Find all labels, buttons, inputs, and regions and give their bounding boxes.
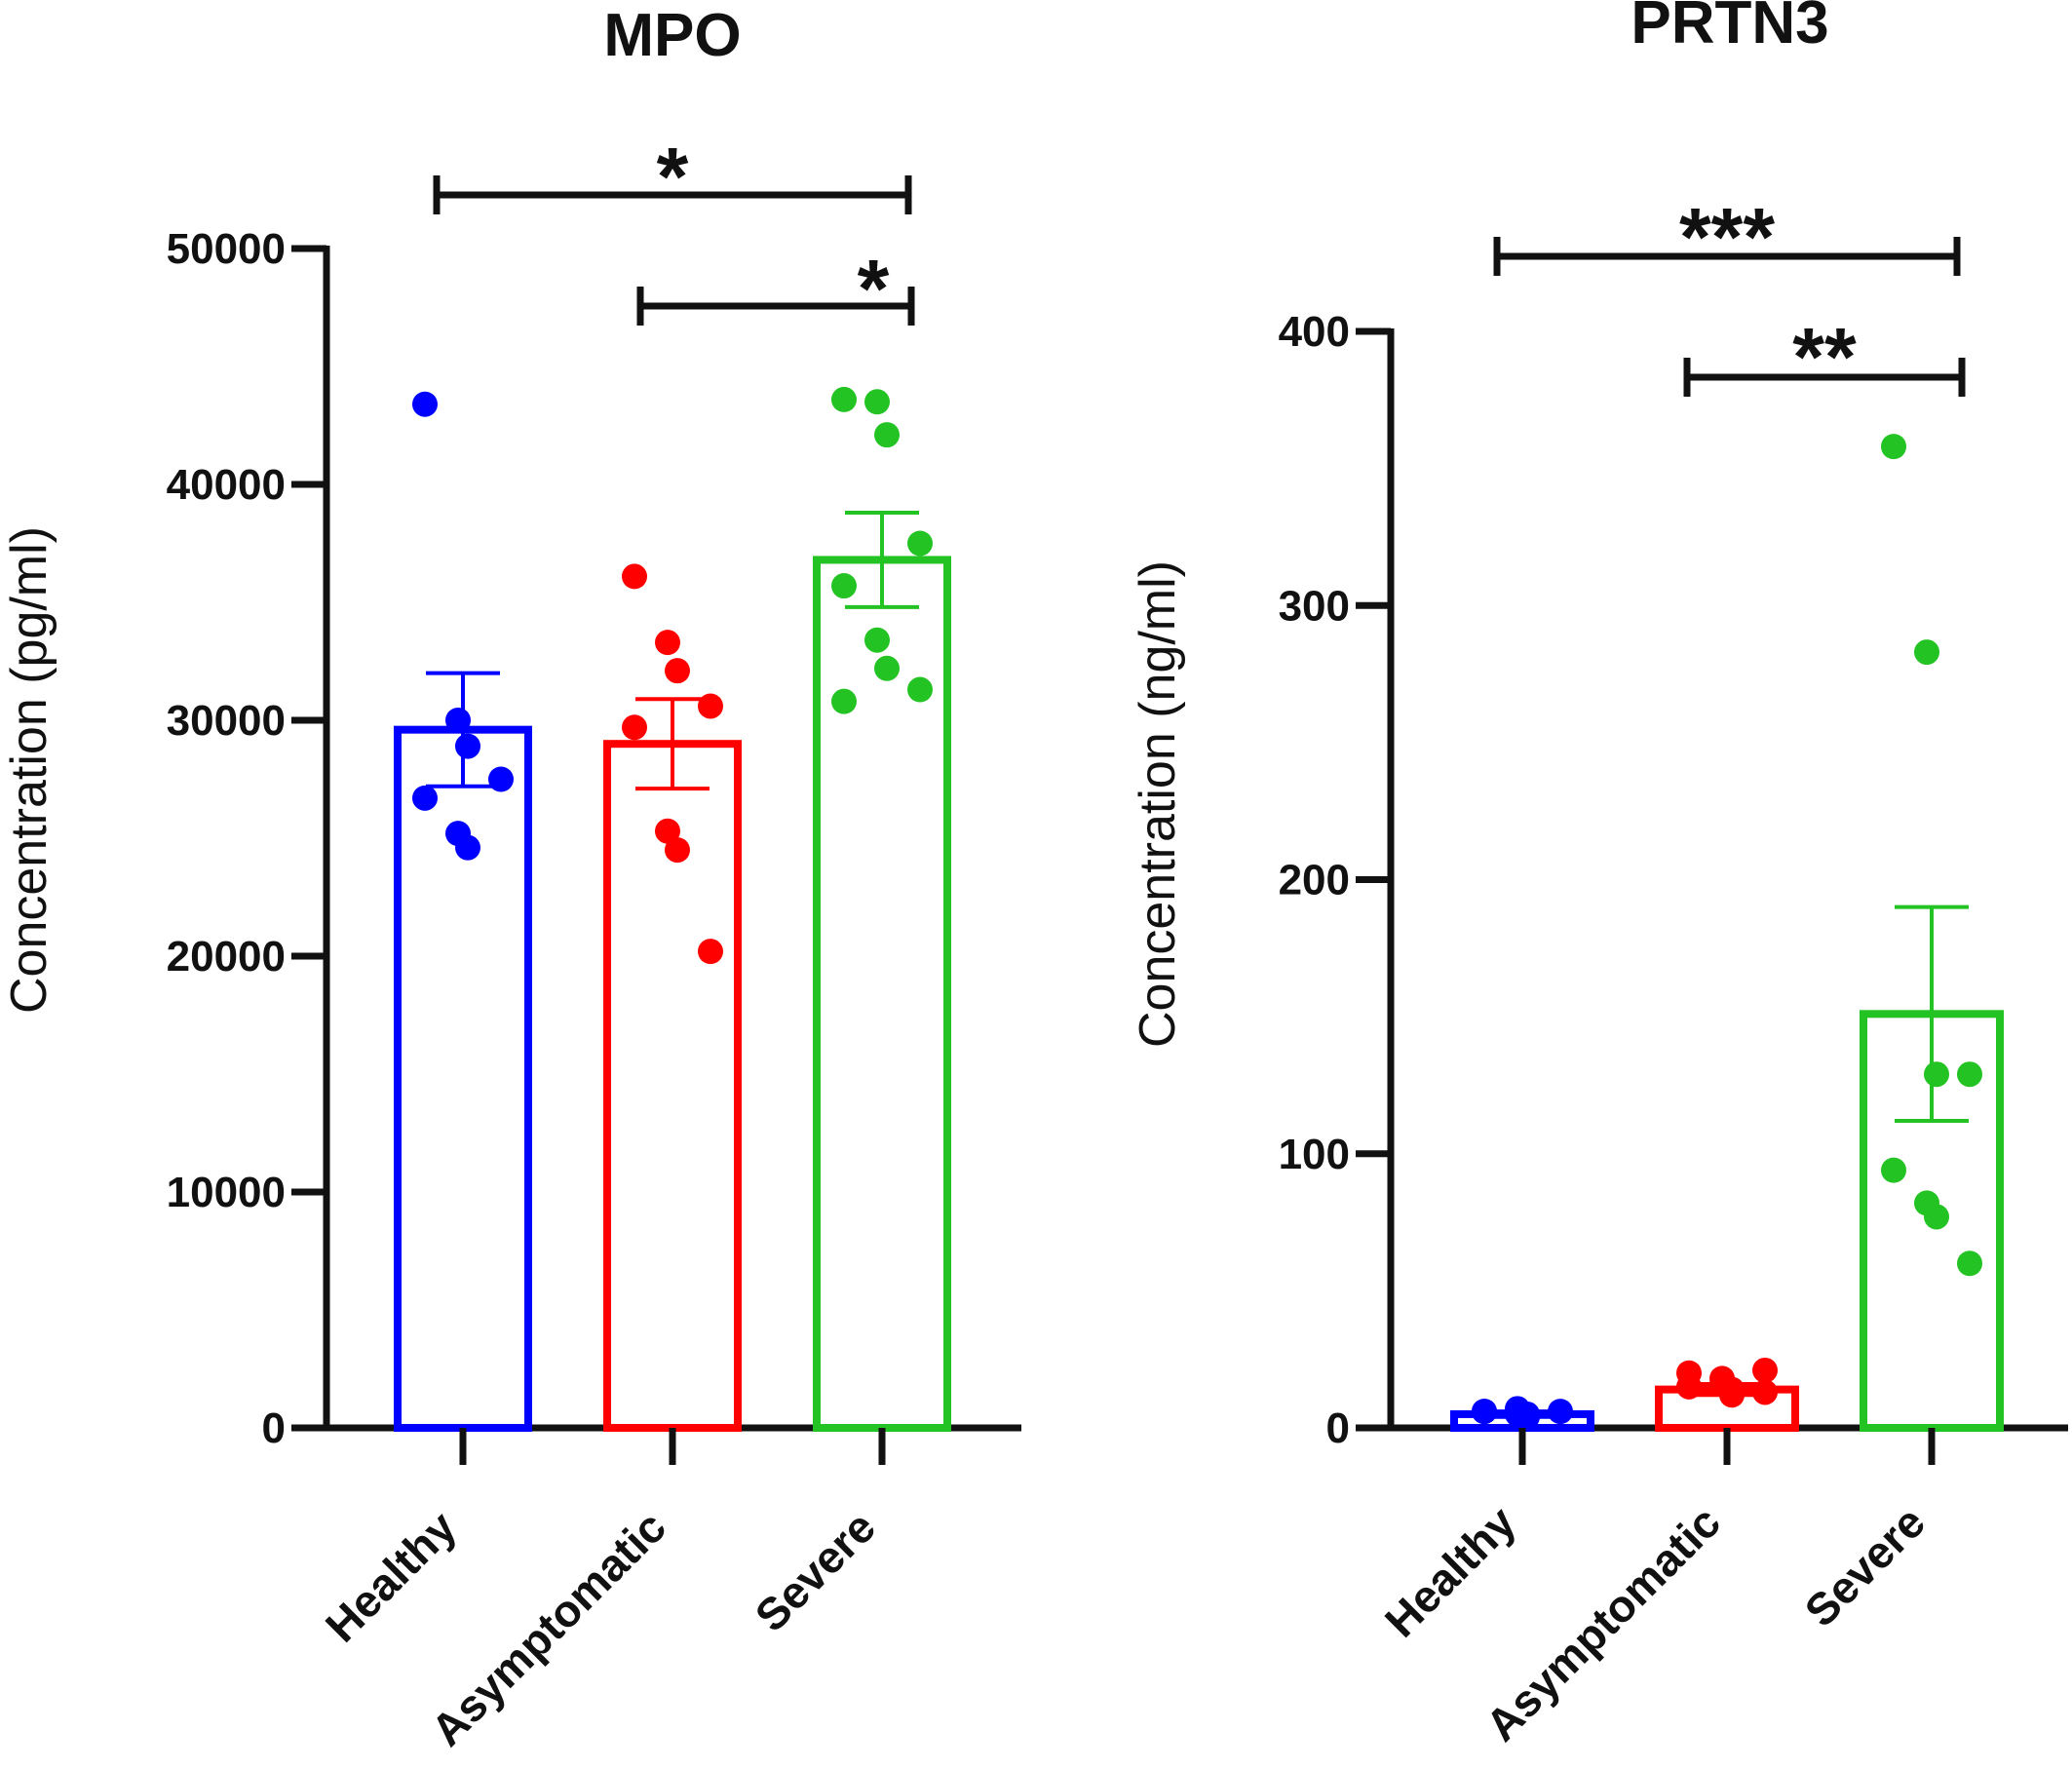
mpo-data-point	[665, 837, 690, 864]
prtn3-y-tick-label: 0	[1326, 1404, 1350, 1452]
mpo-x-label-severe: Severe	[746, 1501, 885, 1640]
mpo-y-tick-label: 10000	[167, 1169, 286, 1216]
mpo-y-tick-label: 40000	[167, 461, 286, 509]
mpo-y-tick-label: 50000	[167, 225, 286, 273]
prtn3-data-point	[1957, 1061, 1982, 1088]
mpo-title: MPO	[603, 2, 741, 69]
prtn3-data-point	[1719, 1382, 1745, 1408]
mpo-data-point	[488, 766, 514, 792]
mpo-data-point	[655, 818, 680, 844]
prtn3-data-point	[1924, 1061, 1949, 1088]
mpo-data-point	[655, 630, 680, 656]
mpo-data-point	[698, 693, 723, 719]
mpo-data-point	[445, 708, 471, 733]
mpo-data-point	[831, 386, 857, 412]
mpo-data-point	[622, 714, 647, 741]
mpo-y-tick-label: 20000	[167, 933, 286, 981]
mpo-data-point	[412, 785, 438, 811]
prtn3-chart: PRTN3 Concentration (ng/ml) 0 100 200 300 40…	[1130, 0, 2068, 1750]
mpo-y-axis-label: Concentration (pg/ml)	[1, 526, 58, 1014]
mpo-chart: MPO Concentration (pg/ml) 0 10000 20000 300…	[1, 2, 1021, 1755]
mpo-y-tick-label: 30000	[167, 697, 286, 745]
mpo-data-point	[622, 563, 647, 590]
mpo-data-point	[874, 655, 900, 681]
prtn3-significance-label: **	[1792, 311, 1857, 403]
prtn3-y-tick-label: 100	[1279, 1131, 1350, 1178]
prtn3-data-point	[1515, 1404, 1540, 1430]
mpo-significance-label: *	[657, 131, 689, 222]
prtn3-x-label-severe: Severe	[1795, 1496, 1935, 1635]
prtn3-y-tick-label: 400	[1279, 308, 1350, 356]
prtn3-data-point	[1924, 1204, 1949, 1230]
mpo-data-point	[864, 389, 890, 415]
mpo-data-point	[874, 422, 900, 448]
prtn3-data-point	[1881, 1157, 1906, 1183]
mpo-data-point	[455, 834, 480, 861]
prtn3-y-tick-label: 300	[1279, 582, 1350, 630]
prtn3-title: PRTN3	[1631, 0, 1828, 57]
prtn3-data-point	[1548, 1399, 1573, 1425]
prtn3-data-point	[1957, 1250, 1982, 1277]
prtn3-data-point	[1472, 1399, 1497, 1425]
mpo-data-point	[907, 530, 933, 557]
prtn3-data-point	[1881, 434, 1906, 460]
prtn3-data-point	[1914, 639, 1939, 666]
prtn3-data-point	[1752, 1379, 1778, 1405]
mpo-data-point	[831, 573, 857, 599]
mpo-data-point	[864, 627, 890, 653]
mpo-data-point	[907, 676, 933, 703]
mpo-y-tick-label: 0	[262, 1404, 286, 1452]
prtn3-significance-label: ***	[1679, 191, 1775, 283]
mpo-x-label-healthy: Healthy	[316, 1501, 467, 1652]
mpo-data-point	[698, 939, 723, 965]
mpo-data-point	[665, 658, 690, 684]
mpo-significance-label: *	[858, 243, 890, 334]
mpo-data-point	[831, 688, 857, 714]
mpo-data-point	[455, 733, 480, 759]
prtn3-data-point	[1676, 1373, 1702, 1400]
prtn3-y-axis-label: Concentration (ng/ml)	[1130, 560, 1186, 1048]
mpo-data-point	[412, 391, 438, 417]
prtn3-x-label-healthy: Healthy	[1375, 1496, 1526, 1647]
prtn3-data-point	[1752, 1357, 1778, 1383]
prtn3-y-tick-label: 200	[1279, 857, 1350, 904]
